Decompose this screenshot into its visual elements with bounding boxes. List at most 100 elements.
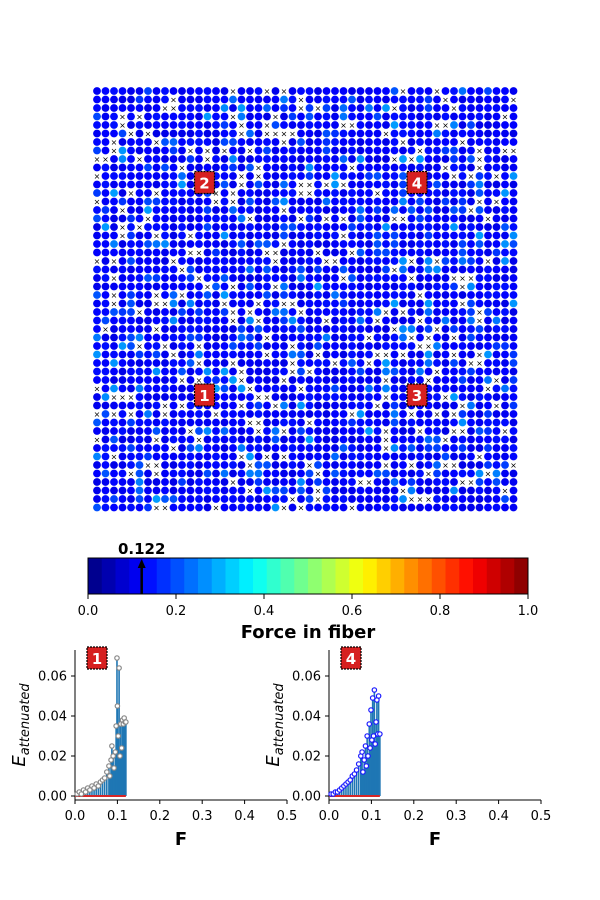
fiber-point xyxy=(365,180,373,189)
fiber-point xyxy=(263,112,271,121)
fiber-point xyxy=(433,104,441,112)
broken-fiber: × xyxy=(119,112,126,121)
fiber-point xyxy=(365,248,373,257)
fiber-point xyxy=(492,155,501,163)
fiber-point xyxy=(373,333,382,342)
fiber-point xyxy=(305,231,314,240)
fiber-point xyxy=(178,418,186,427)
fiber-point xyxy=(118,333,127,342)
fiber-point xyxy=(220,367,229,376)
fiber-point xyxy=(424,95,433,104)
fiber-point xyxy=(390,342,399,350)
fiber-point xyxy=(135,427,144,435)
fiber-point xyxy=(263,503,271,512)
fiber-point xyxy=(390,469,399,478)
fiber-point xyxy=(220,495,229,503)
fiber-point xyxy=(195,121,203,129)
fiber-point xyxy=(203,112,212,121)
fiber-point xyxy=(101,495,110,503)
broken-fiber: × xyxy=(170,95,177,104)
fiber-point xyxy=(195,240,203,248)
fiber-point xyxy=(322,240,331,248)
fiber-point xyxy=(484,461,492,469)
broken-fiber: × xyxy=(162,342,169,351)
broken-fiber: × xyxy=(442,461,449,470)
fiber-point xyxy=(399,291,407,299)
fiber-point xyxy=(339,359,348,367)
fiber-point xyxy=(195,138,203,146)
fiber-point xyxy=(178,112,186,121)
fiber-point xyxy=(416,282,424,291)
fiber-point xyxy=(339,444,348,452)
fiber-point xyxy=(263,495,271,503)
fiber-point xyxy=(203,478,212,486)
fiber-point xyxy=(288,189,297,197)
fiber-point xyxy=(399,384,407,393)
colorbar-segment xyxy=(115,558,130,594)
fiber-point xyxy=(110,240,118,248)
fiber-point xyxy=(407,427,416,435)
stem-marker xyxy=(111,765,117,771)
fiber-point xyxy=(263,325,271,333)
broken-fiber: × xyxy=(391,214,398,223)
fiber-point xyxy=(433,240,441,248)
fiber-point xyxy=(101,503,110,512)
fiber-point xyxy=(288,206,297,214)
fiber-point xyxy=(509,316,518,325)
fiber-point xyxy=(254,359,263,367)
fiber-point xyxy=(144,401,152,410)
fiber-point xyxy=(509,240,518,248)
fiber-point xyxy=(237,478,246,486)
fiber-point xyxy=(101,384,110,393)
fiber-point xyxy=(382,299,390,308)
fiber-point xyxy=(127,418,135,427)
fiber-point xyxy=(229,418,237,427)
broken-fiber: × xyxy=(502,146,509,155)
fiber-point xyxy=(365,308,373,316)
fiber-point xyxy=(407,376,416,384)
fiber-point xyxy=(212,333,220,342)
fiber-point xyxy=(127,367,135,376)
fiber-point xyxy=(416,418,424,427)
fiber-point xyxy=(101,180,110,189)
fiber-point xyxy=(186,197,195,206)
fiber-point xyxy=(237,197,246,206)
broken-fiber: × xyxy=(238,367,245,376)
colorbar-frame xyxy=(87,557,529,595)
fiber-point xyxy=(339,410,348,418)
fiber-point xyxy=(127,342,135,350)
fiber-point xyxy=(144,503,152,512)
fiber-point xyxy=(390,393,399,401)
fiber-point xyxy=(152,486,161,495)
fiber-point xyxy=(331,104,339,112)
x-tick-label: 0.3 xyxy=(192,809,213,824)
fiber-point xyxy=(195,461,203,469)
fiber-point xyxy=(152,112,161,121)
broken-fiber: × xyxy=(281,503,288,512)
fiber-point xyxy=(152,495,161,503)
fiber-point xyxy=(458,112,467,121)
fiber-point xyxy=(229,206,237,214)
fiber-point xyxy=(501,291,509,299)
fiber-point xyxy=(169,248,178,257)
colorbar-segment xyxy=(486,558,501,594)
stem-marker xyxy=(373,719,379,725)
fiber-point xyxy=(186,265,195,274)
fiber-point xyxy=(263,146,271,155)
colorbar-segment xyxy=(445,558,460,594)
fiber-point xyxy=(280,325,288,333)
fiber-point xyxy=(118,214,127,223)
fiber-point xyxy=(365,350,373,359)
broken-fiber: × xyxy=(485,214,492,223)
fiber-point xyxy=(178,180,186,189)
fiber-point xyxy=(305,393,314,401)
fiber-point xyxy=(382,163,390,172)
fiber-point xyxy=(339,291,348,299)
fiber-point xyxy=(127,503,135,512)
fiber-point xyxy=(101,138,110,146)
fiber-point xyxy=(110,367,118,376)
x-axis-label: F xyxy=(429,829,441,850)
fiber-point xyxy=(110,376,118,384)
fiber-point xyxy=(93,121,101,129)
fiber-point xyxy=(450,223,458,231)
